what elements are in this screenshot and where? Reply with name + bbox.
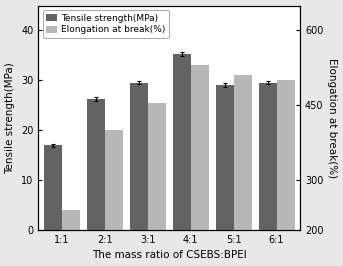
Bar [276, 80, 295, 266]
Y-axis label: Elongation at break(%): Elongation at break(%) [328, 58, 338, 178]
Legend: Tensile strength(MPa), Elongation at break(%): Tensile strength(MPa), Elongation at bre… [43, 10, 169, 38]
Bar [44, 145, 62, 230]
Bar [259, 83, 276, 230]
Bar [234, 75, 252, 266]
Bar [191, 65, 209, 266]
Bar [130, 83, 148, 230]
Y-axis label: Tensile strength(MPa): Tensile strength(MPa) [5, 62, 15, 174]
Bar [148, 103, 166, 266]
Bar [216, 85, 234, 230]
Bar [87, 99, 105, 230]
X-axis label: The mass ratio of CSEBS:BPEI: The mass ratio of CSEBS:BPEI [92, 251, 247, 260]
Bar [105, 130, 123, 266]
Bar [173, 54, 191, 230]
Bar [62, 210, 80, 266]
